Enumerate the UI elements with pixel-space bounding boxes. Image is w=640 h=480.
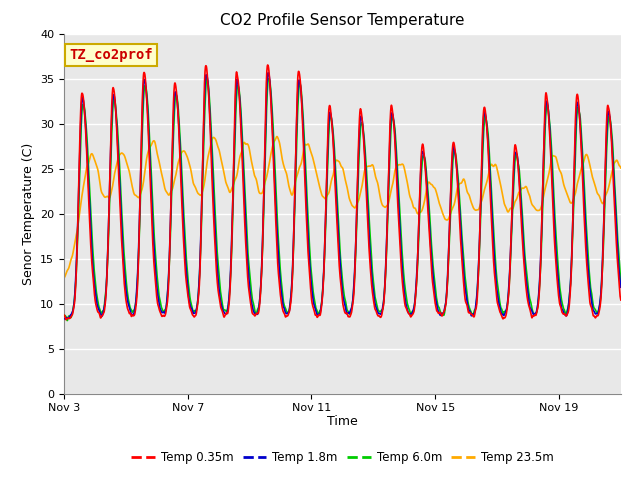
X-axis label: Time: Time xyxy=(327,415,358,428)
Text: TZ_co2prof: TZ_co2prof xyxy=(70,48,154,62)
Legend: Temp 0.35m, Temp 1.8m, Temp 6.0m, Temp 23.5m: Temp 0.35m, Temp 1.8m, Temp 6.0m, Temp 2… xyxy=(127,446,558,469)
Title: CO2 Profile Sensor Temperature: CO2 Profile Sensor Temperature xyxy=(220,13,465,28)
Y-axis label: Senor Temperature (C): Senor Temperature (C) xyxy=(22,143,35,285)
